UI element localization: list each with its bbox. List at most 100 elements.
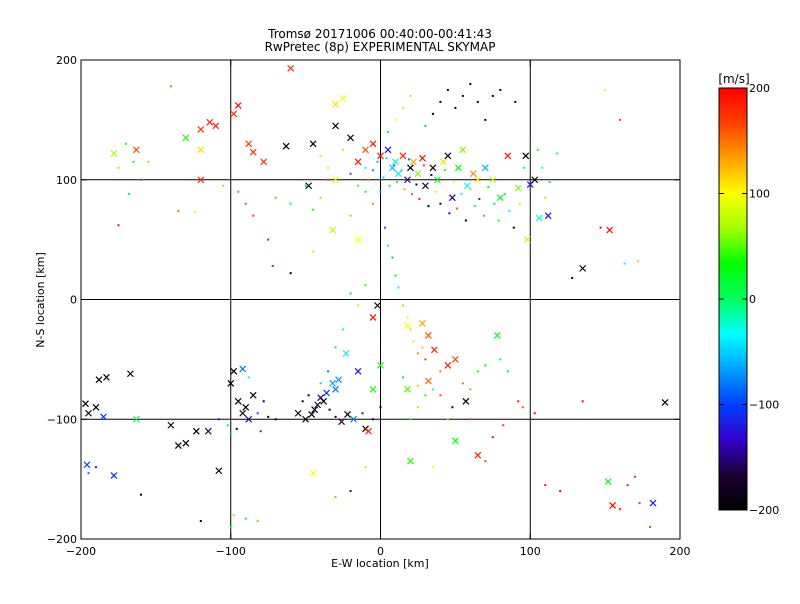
data-point-cross: [404, 176, 411, 184]
data-point-dot: [222, 184, 225, 187]
data-point-dot: [259, 430, 262, 433]
data-point-cross: [606, 226, 614, 234]
data-point-dot: [544, 196, 547, 199]
colorbar-tick-label: 0: [749, 293, 756, 306]
data-point-cross: [407, 457, 414, 465]
data-point-cross: [469, 170, 477, 178]
data-point-cross: [167, 421, 175, 429]
data-point-dot: [124, 142, 127, 145]
data-point-dot: [541, 166, 544, 169]
data-point-dot: [334, 346, 337, 349]
data-point-cross: [354, 158, 362, 166]
x-axis-label: E-W location [km]: [331, 557, 429, 570]
data-point-cross: [227, 379, 235, 387]
data-point-cross: [362, 146, 369, 154]
data-point-dot: [357, 304, 360, 307]
colorbar-tick-label: −200: [749, 504, 779, 517]
data-point-cross: [204, 427, 212, 435]
data-point-cross: [354, 367, 362, 375]
data-point-dot: [87, 472, 90, 475]
data-point-dot: [416, 384, 419, 387]
data-point-dot: [431, 388, 434, 391]
data-point-cross: [174, 442, 182, 450]
data-point-dot: [397, 286, 400, 289]
data-point-dot: [508, 209, 511, 212]
y-tick-label: −100: [47, 413, 77, 426]
data-point-dot: [424, 394, 427, 397]
data-point-dot: [386, 244, 389, 247]
data-point-cross: [419, 154, 426, 162]
data-point-dot: [349, 172, 352, 175]
data-point-dot: [469, 418, 472, 421]
data-point-dot: [392, 164, 395, 167]
data-point-dot: [372, 169, 375, 172]
data-point-cross: [350, 415, 357, 423]
data-point-cross: [309, 469, 317, 477]
data-point-dot: [217, 418, 220, 421]
data-point-cross: [407, 164, 414, 172]
data-point-cross: [335, 376, 342, 384]
data-point-cross: [459, 146, 467, 154]
data-point-cross: [95, 376, 103, 384]
data-point-dot: [394, 118, 397, 121]
data-point-dot: [386, 130, 389, 133]
data-point-dot: [454, 106, 457, 109]
data-point-cross: [489, 176, 497, 184]
data-point-dot: [484, 364, 487, 367]
data-point-dot: [395, 181, 398, 184]
data-point-cross: [604, 478, 612, 485]
data-point-cross: [424, 377, 432, 385]
data-point-cross: [448, 194, 456, 202]
data-point-dot: [232, 514, 235, 517]
data-point-dot: [473, 205, 476, 208]
y-tick-label: 0: [70, 294, 77, 307]
data-point-cross: [132, 415, 140, 423]
data-point-cross: [282, 142, 290, 150]
data-point-dot: [139, 493, 142, 496]
data-point-cross: [369, 385, 377, 393]
data-point-cross: [85, 409, 92, 417]
data-point-cross: [504, 152, 512, 160]
data-point-dot: [177, 209, 180, 212]
data-point-dot: [455, 207, 458, 210]
data-point-dot: [416, 352, 419, 355]
data-point-cross: [197, 146, 205, 154]
data-point-cross: [206, 118, 214, 126]
data-point-dot: [327, 166, 330, 169]
data-point-cross: [197, 126, 205, 133]
data-point-dot: [476, 370, 479, 373]
data-point-cross: [369, 140, 377, 148]
data-point-dot: [349, 214, 352, 217]
data-point-dot: [424, 124, 427, 127]
data-point-dot: [367, 178, 370, 181]
data-point-dot: [619, 118, 622, 121]
data-point-dot: [464, 219, 467, 222]
data-point-dot: [357, 184, 360, 187]
data-point-cross: [309, 140, 317, 148]
data-point-cross: [332, 100, 339, 108]
data-point-dot: [319, 382, 322, 385]
data-point-cross: [212, 122, 220, 130]
data-point-cross: [433, 176, 441, 184]
data-point-dot: [379, 406, 382, 409]
data-point-dot: [478, 197, 481, 200]
data-point-dot: [559, 490, 562, 493]
data-point-cross: [451, 437, 459, 445]
data-point-cross: [82, 400, 89, 408]
data-point-cross: [462, 397, 470, 405]
y-axis-ticks: −200 −100 0 100 200: [47, 54, 680, 546]
data-point-dot: [364, 284, 367, 287]
data-point-dot: [461, 382, 464, 385]
data-point-dot: [460, 193, 463, 196]
data-point-dot: [517, 400, 520, 403]
data-point-dot: [431, 466, 434, 469]
data-point-cross: [100, 413, 107, 421]
data-point-cross: [305, 182, 313, 190]
data-point-cross: [110, 149, 118, 157]
data-point-cross: [344, 411, 351, 418]
data-point-dot: [289, 202, 292, 205]
data-point-cross: [332, 385, 339, 393]
data-point-cross: [609, 502, 617, 509]
data-point-dot: [409, 418, 412, 421]
